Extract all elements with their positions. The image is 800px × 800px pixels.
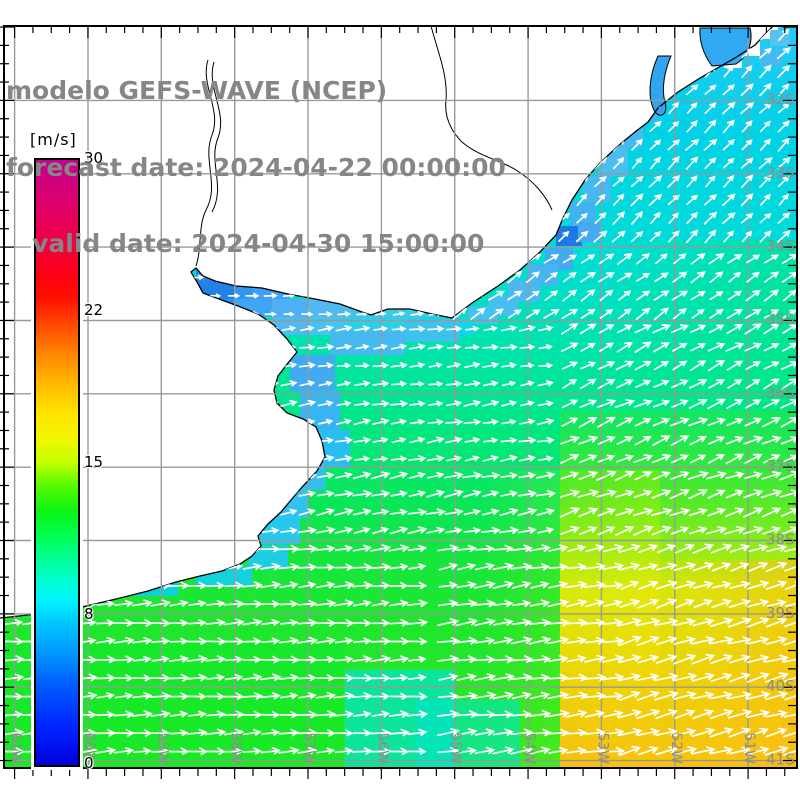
river-line	[430, 25, 553, 211]
lat-label-32S: 32S	[766, 90, 795, 108]
colorbar-tick-15: 15	[84, 453, 104, 471]
river-line	[195, 59, 216, 267]
lat-label-39S: 39S	[766, 604, 795, 622]
colorbar-unit-label: [m/s]	[30, 130, 77, 149]
valid-date: valid date: 2024-04-30 15:00:00	[6, 229, 485, 258]
colorbar-tick-30: 30	[84, 149, 104, 167]
coastline	[0, 25, 774, 619]
lon-label-53W: 53W	[594, 732, 610, 764]
lon-label-59W: 59W	[154, 732, 170, 764]
lon-label-52W: 52W	[668, 732, 684, 764]
model-title: modelo GEFS-WAVE (NCEP)	[6, 76, 388, 105]
lon-label-57W: 57W	[301, 732, 317, 764]
lat-label-33S: 33S	[766, 164, 795, 182]
lon-label-55W: 55W	[448, 732, 464, 764]
map-frame	[0, 25, 798, 779]
lat-label-35S: 35S	[766, 311, 795, 329]
river-line	[211, 61, 222, 213]
lon-label-60W: 60W	[81, 732, 97, 764]
lat-label-36S: 36S	[766, 384, 795, 402]
lat-label-41S: 41S	[766, 751, 795, 769]
title-block: modelo GEFS-WAVE (NCEP) forecast date: 2…	[6, 27, 506, 308]
lon-label-54W: 54W	[521, 732, 537, 764]
lat-label-40S: 40S	[766, 677, 795, 695]
colorbar-tick-0: 0	[84, 754, 94, 772]
colorbar-tick-8: 8	[84, 605, 94, 623]
axis-labels: 32S 33S 34S 35S 36S 37S 38S 39S 40S 41S 61W 60W 59W 5…	[8, 90, 795, 768]
colorbar-tick-22: 22	[84, 301, 104, 319]
lon-label-61W: 61W	[8, 732, 24, 764]
lon-label-58W: 58W	[228, 732, 244, 764]
lat-label-37S: 37S	[766, 457, 795, 475]
lon-label-51W: 51W	[741, 732, 757, 764]
colorbar-gradient	[34, 158, 80, 767]
lon-label-56W: 56W	[374, 732, 390, 764]
lat-label-38S: 38S	[766, 531, 795, 549]
lat-label-34S: 34S	[766, 237, 795, 255]
graticule	[4, 26, 797, 768]
forecast-date: forecast date: 2024-04-22 00:00:00	[6, 152, 506, 182]
